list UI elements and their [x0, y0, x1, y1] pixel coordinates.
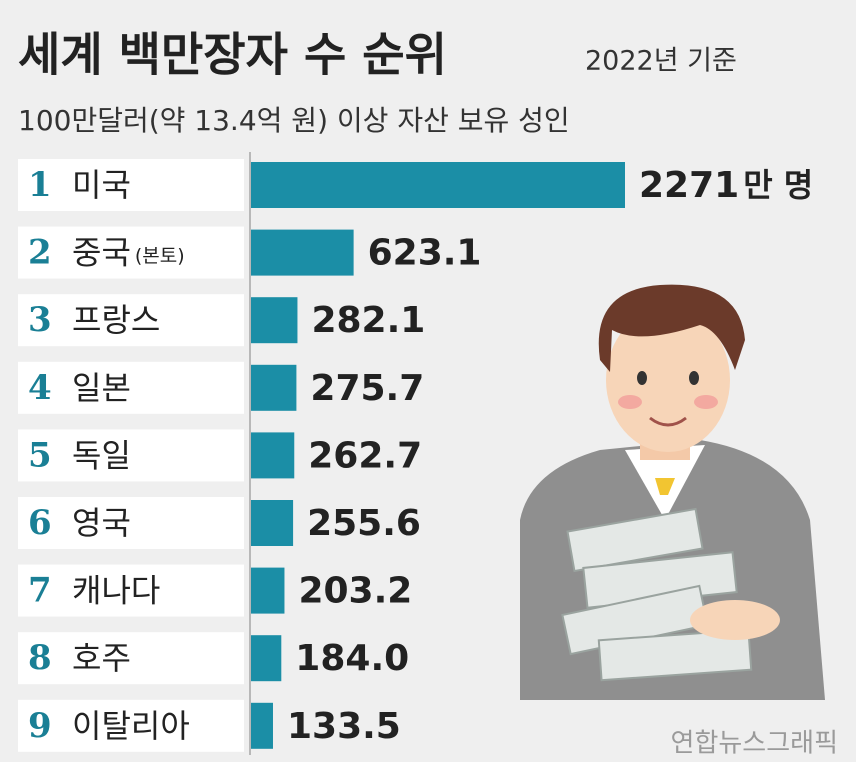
value-label: 184.0	[295, 638, 409, 679]
label-box	[18, 159, 244, 211]
chart-description: 100만달러(약 13.4억 원) 이상 자산 보유 성인	[18, 104, 570, 137]
rank: 7	[28, 571, 52, 611]
rank: 1	[28, 165, 52, 205]
illustration	[520, 284, 825, 700]
bar	[251, 567, 285, 614]
category-label: 중국	[72, 234, 131, 272]
category-label: 호주	[72, 639, 131, 677]
bar	[251, 364, 297, 411]
value-label: 255.6	[307, 503, 421, 544]
rank: 6	[28, 503, 52, 543]
label-box	[18, 632, 244, 685]
category-label: 프랑스	[72, 301, 160, 339]
bar	[251, 229, 354, 276]
category-label: 독일	[72, 436, 131, 474]
label-box	[18, 361, 244, 414]
bar	[251, 702, 273, 749]
unit-label: 만 명	[743, 166, 813, 204]
value-label: 282.1	[311, 300, 425, 341]
value-label: 623.1	[368, 233, 482, 274]
label-box	[18, 699, 244, 752]
category-label: 일본	[72, 369, 131, 407]
value-label: 2271	[639, 165, 739, 206]
value-label: 133.5	[287, 706, 401, 747]
category-label: 캐나다	[72, 572, 160, 610]
rank: 2	[28, 233, 52, 273]
label-box	[18, 226, 244, 279]
bar	[251, 297, 298, 344]
bar	[251, 432, 295, 479]
rank: 4	[28, 368, 52, 408]
label-box	[18, 429, 244, 482]
category-label: 이탈리아	[72, 707, 190, 745]
chart-title: 세계 백만장자 수 순위	[18, 28, 447, 82]
label-box	[18, 564, 244, 617]
source: 연합뉴스그래픽	[671, 729, 838, 759]
rank: 9	[28, 706, 52, 746]
value-label: 262.7	[308, 435, 422, 476]
rank: 5	[28, 435, 52, 475]
rank: 3	[28, 300, 52, 340]
value-label: 203.2	[298, 571, 412, 612]
category-label: 영국	[72, 504, 131, 542]
bar	[251, 635, 282, 682]
bar	[251, 500, 294, 546]
category-label: 미국	[72, 166, 131, 204]
chart-subtitle: 2022년 기준	[585, 46, 737, 77]
value-label: 275.7	[310, 368, 424, 409]
label-box	[18, 497, 244, 549]
category-note: (본토)	[135, 245, 185, 267]
rank: 8	[28, 638, 52, 678]
bar	[251, 162, 625, 208]
label-box	[18, 294, 244, 347]
